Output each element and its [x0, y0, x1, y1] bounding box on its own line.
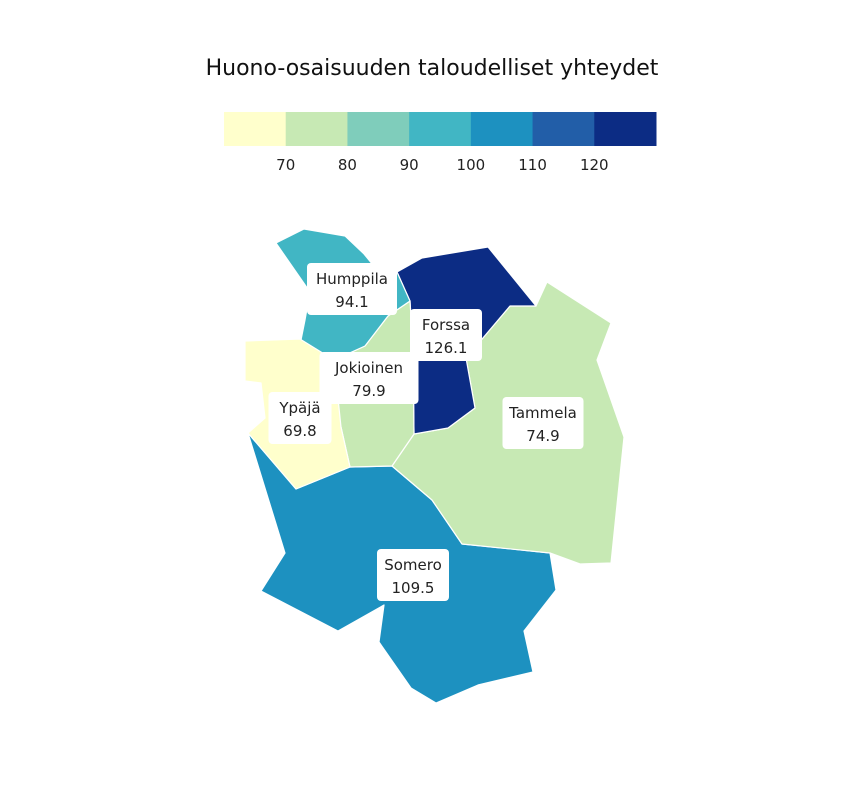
region-value: 126.1 [425, 339, 468, 357]
region-value: 109.5 [392, 579, 435, 597]
legend: 70 80 90 100 110 120 [224, 112, 657, 174]
region-label-humppila: Humppila 94.1 [307, 263, 397, 315]
region-name: Somero [384, 556, 442, 574]
region-label-jokioinen: Jokioinen 79.9 [319, 352, 419, 404]
region-label-forssa: Forssa 126.1 [410, 309, 482, 361]
region-name: Forssa [422, 316, 470, 334]
region-value: 79.9 [352, 382, 385, 400]
label-box [377, 549, 449, 601]
region-value: 94.1 [335, 293, 368, 311]
region-name: Ypäjä [278, 399, 320, 417]
region-name: Jokioinen [334, 359, 403, 377]
labels: Humppila 94.1 Forssa 126.1 Jokioinen 79.9 Ypäj… [268, 263, 584, 601]
label-box [268, 392, 332, 444]
label-box [410, 309, 482, 361]
region-label-ypaja: Ypäjä 69.8 [268, 392, 332, 444]
region-name: Humppila [316, 270, 388, 288]
legend-tick-label: 70 [276, 156, 295, 174]
legend-tick-label: 100 [457, 156, 486, 174]
legend-tick-label: 110 [518, 156, 547, 174]
label-box [502, 397, 584, 449]
label-box [319, 352, 419, 404]
label-box [307, 263, 397, 315]
region-value: 69.8 [283, 422, 316, 440]
legend-swatch-2 [347, 112, 410, 146]
legend-swatch-4 [470, 112, 534, 146]
legend-tick-label: 120 [580, 156, 609, 174]
legend-tick-label: 80 [338, 156, 357, 174]
region-label-tammela: Tammela 74.9 [502, 397, 584, 449]
regions [244, 228, 625, 704]
legend-swatch-1 [285, 112, 348, 146]
legend-tick-label: 90 [400, 156, 419, 174]
map-title: Huono-osaisuuden taloudelliset yhteydet [205, 56, 659, 81]
legend-swatch-0 [224, 112, 287, 146]
region-value: 74.9 [526, 427, 559, 445]
region-name: Tammela [508, 404, 577, 422]
legend-swatch-5 [532, 112, 595, 146]
region-label-somero: Somero 109.5 [377, 549, 449, 601]
legend-swatch-3 [409, 112, 472, 146]
legend-swatch-6 [594, 112, 657, 146]
